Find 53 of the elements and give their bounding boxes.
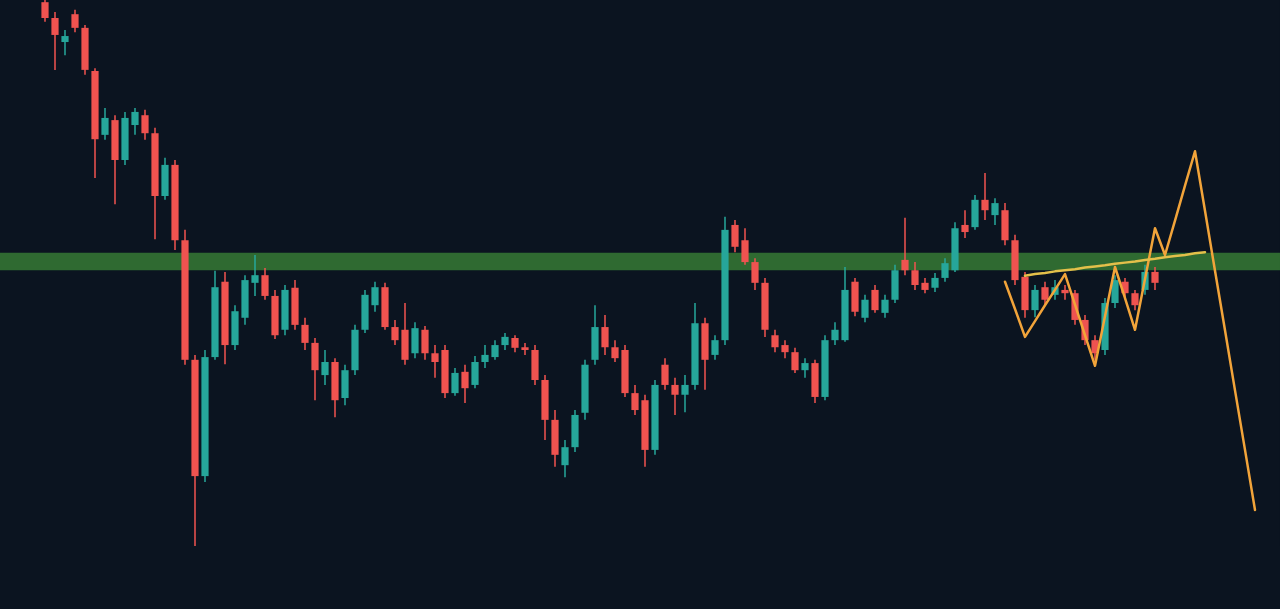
candlestick: [391, 319, 399, 346]
candlestick: [421, 325, 429, 361]
candlestick: [901, 217, 909, 276]
candlestick: [941, 257, 949, 283]
candlestick: [321, 349, 329, 386]
candlestick: [461, 363, 469, 404]
candlestick: [521, 342, 529, 356]
candlestick: [671, 377, 679, 416]
candlestick: [491, 339, 499, 361]
candlestick: [711, 334, 719, 361]
candlestick: [611, 339, 619, 363]
candlestick: [1151, 266, 1159, 291]
candlestick: [861, 294, 869, 323]
candlestick: [991, 197, 999, 226]
candlestick: [61, 29, 69, 56]
candlestick: [451, 367, 459, 397]
candlestick: [911, 261, 919, 291]
candlestick: [871, 284, 879, 314]
candlestick: [131, 107, 139, 136]
candlestick: [601, 314, 609, 356]
candlestick: [1031, 284, 1039, 318]
candlestick: [981, 172, 989, 221]
candlestick: [931, 272, 939, 293]
candlestick: [51, 11, 59, 71]
candlestick: [681, 374, 689, 413]
candlestick: [1111, 274, 1119, 309]
candlestick: [771, 329, 779, 353]
candlestick: [301, 317, 309, 351]
candlestick: [1061, 284, 1069, 301]
candlestick: [561, 439, 569, 478]
candlestick: [1041, 280, 1049, 306]
candlestick: [371, 280, 379, 313]
candlestick: [431, 344, 439, 379]
candlestick: [141, 108, 149, 141]
candlestick: [251, 254, 259, 297]
candlestick: [71, 9, 79, 33]
candlestick: [781, 339, 789, 359]
candlestick: [751, 257, 759, 291]
candlestick: [831, 321, 839, 346]
candlestick: [801, 357, 809, 379]
candlestick: [881, 294, 889, 319]
candlestick: [41, 0, 49, 23]
candlestick: [631, 384, 639, 416]
candlestick: [101, 107, 109, 141]
candlestick: [471, 355, 479, 389]
candlestick: [481, 344, 489, 369]
candlestick: [1131, 289, 1139, 311]
candlestick: [741, 227, 749, 266]
candlestick: [261, 267, 269, 301]
candlestick: [661, 357, 669, 391]
candlestick: [731, 219, 739, 254]
candlestick: [961, 209, 969, 239]
candlestick: [791, 347, 799, 374]
